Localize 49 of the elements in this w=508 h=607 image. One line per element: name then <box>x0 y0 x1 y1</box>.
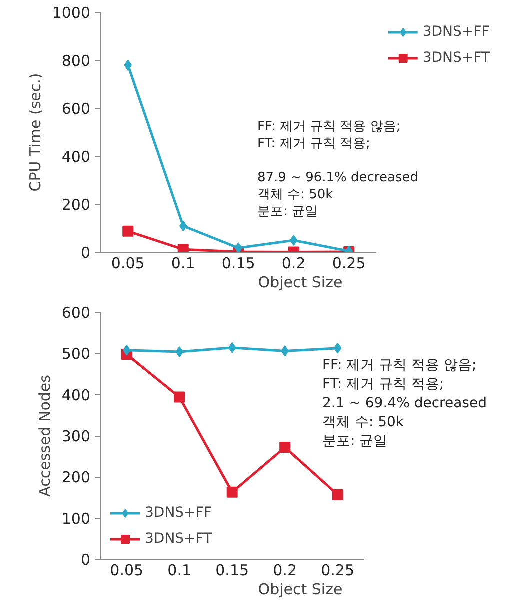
x-tick-label: 0.25 <box>332 254 366 272</box>
x-tick-label: 0.2 <box>282 254 306 272</box>
annotation: 분포: 균일 <box>258 204 318 220</box>
y-tick-label: 800 <box>62 52 91 70</box>
y-tick-label: 200 <box>62 196 91 214</box>
x-tick-label: 0.05 <box>111 254 145 272</box>
point <box>290 235 298 246</box>
x-tick-label: 0.25 <box>321 562 355 580</box>
annotation: 2.1 ~ 69.4% decreased <box>322 396 487 412</box>
legend-label: 3DNS+FF <box>145 505 212 521</box>
legend-label: 3DNS+FF <box>422 24 490 40</box>
y-tick-label: 1000 <box>52 4 91 22</box>
point <box>334 342 342 354</box>
y-tick-label: 0 <box>80 551 91 569</box>
annotation: FF: 제거 규칙 적용 않음; <box>322 358 477 374</box>
annotation: FF: 제거 규칙 적용 않음; <box>258 120 401 134</box>
y-axis-title: Accessed Nodes <box>36 374 54 497</box>
annotation: FT: 제거 규칙 적용; <box>322 376 444 392</box>
annotation: 객체 수: 50k <box>258 188 334 202</box>
y-tick-label: 600 <box>62 304 91 322</box>
y-tick-label: 300 <box>62 428 91 446</box>
point <box>234 242 242 252</box>
y-tick-label: 0 <box>80 244 91 262</box>
y-tick-label: 400 <box>62 386 91 404</box>
x-tick-label: 0.15 <box>216 562 250 580</box>
y-axis-title: CPU Time (sec.) <box>26 73 44 192</box>
y-tick-label: 100 <box>62 510 91 528</box>
x-tick-label: 0.1 <box>171 254 196 272</box>
x-axis-title: Object Size <box>258 580 343 598</box>
annotation: 분포: 균일 <box>322 434 388 450</box>
point <box>332 489 344 500</box>
y-tick-label: 400 <box>62 148 91 166</box>
legend-label: 3DNS+FT <box>145 531 212 547</box>
point <box>122 226 134 237</box>
y-tick-label: 600 <box>62 100 91 118</box>
point <box>174 392 186 403</box>
x-tick-label: 0.2 <box>273 562 298 580</box>
annotation: 87.9 ~ 96.1% decreased <box>258 170 418 186</box>
y-tick-label: 200 <box>62 468 91 487</box>
x-tick-label: 0.15 <box>222 254 256 272</box>
x-tick-label: 0.05 <box>110 562 144 580</box>
annotation: 객체 수: 50k <box>322 414 405 430</box>
x-tick-label: 0.1 <box>168 562 192 580</box>
annotation: FT: 제거 규칙 적용; <box>258 136 370 152</box>
point <box>226 486 238 498</box>
y-tick-label: 500 <box>62 345 91 364</box>
legend-label: 3DNS+FT <box>422 50 490 66</box>
x-axis-title: Object Size <box>258 274 343 292</box>
point <box>280 442 291 454</box>
